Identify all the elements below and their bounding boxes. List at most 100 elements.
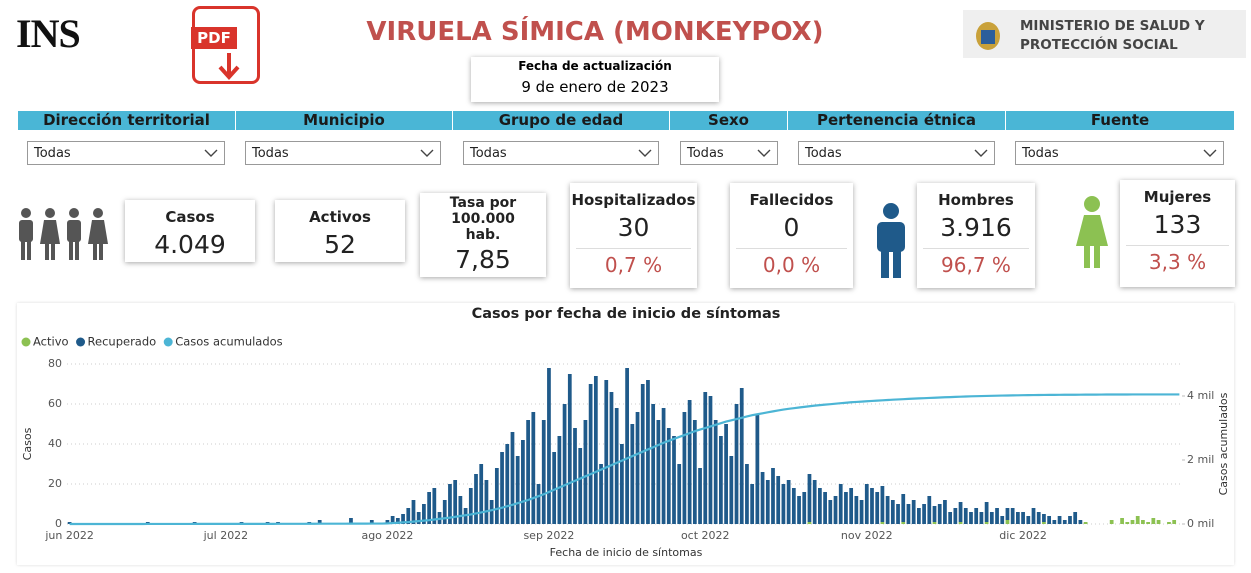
- filter-dropdown[interactable]: Todas: [27, 141, 225, 165]
- bar: [692, 420, 697, 524]
- chart-title: Casos por fecha de inicio de síntomas: [472, 306, 781, 322]
- bar: [864, 484, 869, 524]
- filter-dropdown[interactable]: Todas: [680, 141, 778, 165]
- bar: [541, 420, 546, 524]
- logo: INS: [16, 11, 81, 56]
- kpi-percent: 96,7 %: [923, 248, 1029, 277]
- bar: [599, 464, 603, 524]
- bar: [1156, 520, 1161, 524]
- bar: [989, 512, 994, 524]
- kpi-card: Mujeres 133 3,3 %: [1120, 180, 1235, 287]
- bar: [713, 420, 718, 524]
- bar: [880, 486, 885, 522]
- bar: [687, 400, 692, 524]
- bar: [1057, 516, 1062, 524]
- bar: [453, 480, 458, 524]
- line: [69, 393, 1180, 526]
- bar: [406, 508, 411, 524]
- legend-label: Casos acumulados: [175, 335, 282, 349]
- filter-header: Dirección territorial: [18, 111, 235, 130]
- bar: [395, 518, 400, 524]
- bar: [593, 376, 598, 524]
- kpi-value: 133: [1153, 210, 1202, 239]
- bar: [416, 512, 421, 524]
- bar: [771, 468, 775, 524]
- filter-dropdown[interactable]: Todas: [463, 141, 659, 165]
- kpi-percent: 0,7 %: [576, 248, 691, 277]
- kpi-card: Hospitalizados 30 0,7 %: [570, 183, 697, 288]
- bar: [562, 404, 567, 524]
- x-tick-label: jul 2022: [203, 529, 249, 542]
- bar: [734, 404, 739, 524]
- bar: [781, 484, 786, 524]
- y2-axis-title: Casos acumulados: [1217, 392, 1230, 495]
- bar: [646, 380, 650, 524]
- bar: [854, 496, 859, 524]
- bar: [838, 484, 843, 524]
- bar: [844, 492, 848, 524]
- bar: [401, 514, 405, 524]
- bar: [390, 516, 395, 524]
- y2-tick-label: 2 mil: [1187, 453, 1214, 466]
- bar: [567, 374, 572, 524]
- bar: [442, 500, 447, 524]
- bar: [932, 522, 937, 524]
- bar: [979, 512, 984, 524]
- bar: [927, 496, 932, 524]
- bar: [906, 504, 911, 524]
- bar: [573, 428, 577, 524]
- bar: [719, 436, 723, 524]
- bar: [1026, 516, 1031, 524]
- bar: [1000, 516, 1005, 524]
- bar: [1083, 522, 1088, 524]
- bar: [505, 444, 510, 524]
- bar: [666, 428, 671, 524]
- legend-label: Activo: [33, 335, 69, 349]
- bar: [448, 484, 452, 524]
- bar: [953, 508, 958, 524]
- bar: [995, 508, 999, 524]
- y-tick-label: 40: [48, 437, 62, 450]
- bar: [755, 414, 760, 524]
- bar: [896, 504, 900, 524]
- kpi-value: 4.049: [154, 230, 226, 259]
- bar: [474, 474, 478, 524]
- bar: [1073, 512, 1078, 524]
- filter-dropdown[interactable]: Todas: [798, 141, 995, 165]
- bar: [958, 522, 963, 524]
- kpi-card: Hombres 3.916 96,7 %: [917, 183, 1035, 288]
- bar: [739, 388, 744, 524]
- bar: [818, 488, 822, 524]
- legend-label: Recuperado: [88, 335, 157, 349]
- chevron: [638, 149, 652, 157]
- filter-dropdown[interactable]: Todas: [1015, 141, 1224, 165]
- bar: [969, 512, 973, 524]
- bar: [1052, 520, 1057, 524]
- y-tick-label: 60: [48, 397, 62, 410]
- bar: [859, 500, 864, 524]
- bar: [385, 520, 390, 524]
- bar: [468, 488, 473, 524]
- filter-dropdown[interactable]: Todas: [245, 141, 441, 165]
- man-icon: [877, 203, 905, 278]
- bar: [489, 500, 494, 524]
- update-date: 9 de enero de 2023: [521, 78, 669, 96]
- bar: [557, 436, 562, 524]
- bar: [682, 412, 687, 524]
- bar: [1062, 520, 1067, 524]
- filter-header: Fuente: [1006, 111, 1234, 130]
- chevron: [974, 149, 988, 157]
- bar: [963, 508, 968, 524]
- bar: [698, 468, 702, 524]
- bar: [67, 522, 72, 524]
- bar: [984, 522, 989, 524]
- bar: [1021, 512, 1025, 524]
- bar: [1130, 520, 1135, 524]
- people-icon: [19, 208, 108, 260]
- bar: [823, 492, 827, 524]
- bar: [812, 480, 817, 524]
- pdf-icon[interactable]: PDF: [191, 6, 260, 84]
- bar: [427, 492, 431, 524]
- kpi-label: Activos: [309, 208, 371, 226]
- bar: [943, 500, 947, 524]
